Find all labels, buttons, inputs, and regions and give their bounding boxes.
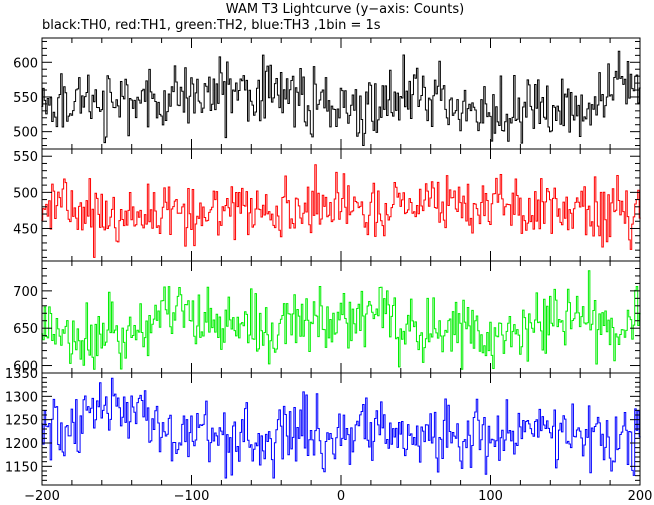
- panel-frame: [41, 372, 641, 486]
- y-tick-label: 500: [13, 126, 38, 141]
- y-tick-label: 1300: [5, 390, 38, 405]
- y-tick-label: 450: [13, 222, 38, 237]
- y-tick-label: 600: [13, 360, 38, 375]
- x-tick-label: 100: [478, 489, 503, 504]
- series-line-th0: [41, 50, 641, 147]
- y-tick-label: 1350: [5, 367, 38, 382]
- y-tick-label: 500: [13, 186, 38, 201]
- panel-th1: 450 500 550: [13, 148, 641, 262]
- y-tick-label: 550: [13, 91, 38, 106]
- x-tick-label: −200: [24, 489, 60, 504]
- y-tick-label: 600: [13, 56, 38, 71]
- panel-th3: 1150 1200 1250 1300 1350: [5, 367, 641, 486]
- series-line-th3: [41, 377, 641, 479]
- panel-th2: 600 650 700: [13, 260, 641, 375]
- chart-title: WAM T3 Lightcurve (y−axis: Counts): [226, 2, 464, 17]
- y-tick-label: 1150: [5, 460, 38, 475]
- y-tick-label: 1250: [5, 414, 38, 429]
- series-line-th1: [41, 164, 641, 258]
- series-line-th2: [41, 270, 641, 370]
- y-tick-label: 550: [13, 150, 38, 165]
- panel-th0: 500 550 600: [13, 37, 641, 150]
- panels-group: 5005506004505005506006507001150120012501…: [5, 37, 641, 486]
- panel-frame: [41, 148, 641, 262]
- y-tick-label: 1200: [5, 437, 38, 452]
- x-axis: −200 −100 0 100 200: [24, 489, 652, 504]
- x-tick-label: 200: [628, 489, 653, 504]
- y-tick-label: 700: [13, 285, 38, 300]
- panel-frame: [41, 260, 641, 374]
- x-tick-label: −100: [174, 489, 210, 504]
- panel-frame: [41, 37, 641, 150]
- chart-subtitle: black:TH0, red:TH1, green:TH2, blue:TH3 …: [42, 18, 381, 33]
- y-tick-label: 650: [13, 322, 38, 337]
- x-tick-label: 0: [337, 489, 345, 504]
